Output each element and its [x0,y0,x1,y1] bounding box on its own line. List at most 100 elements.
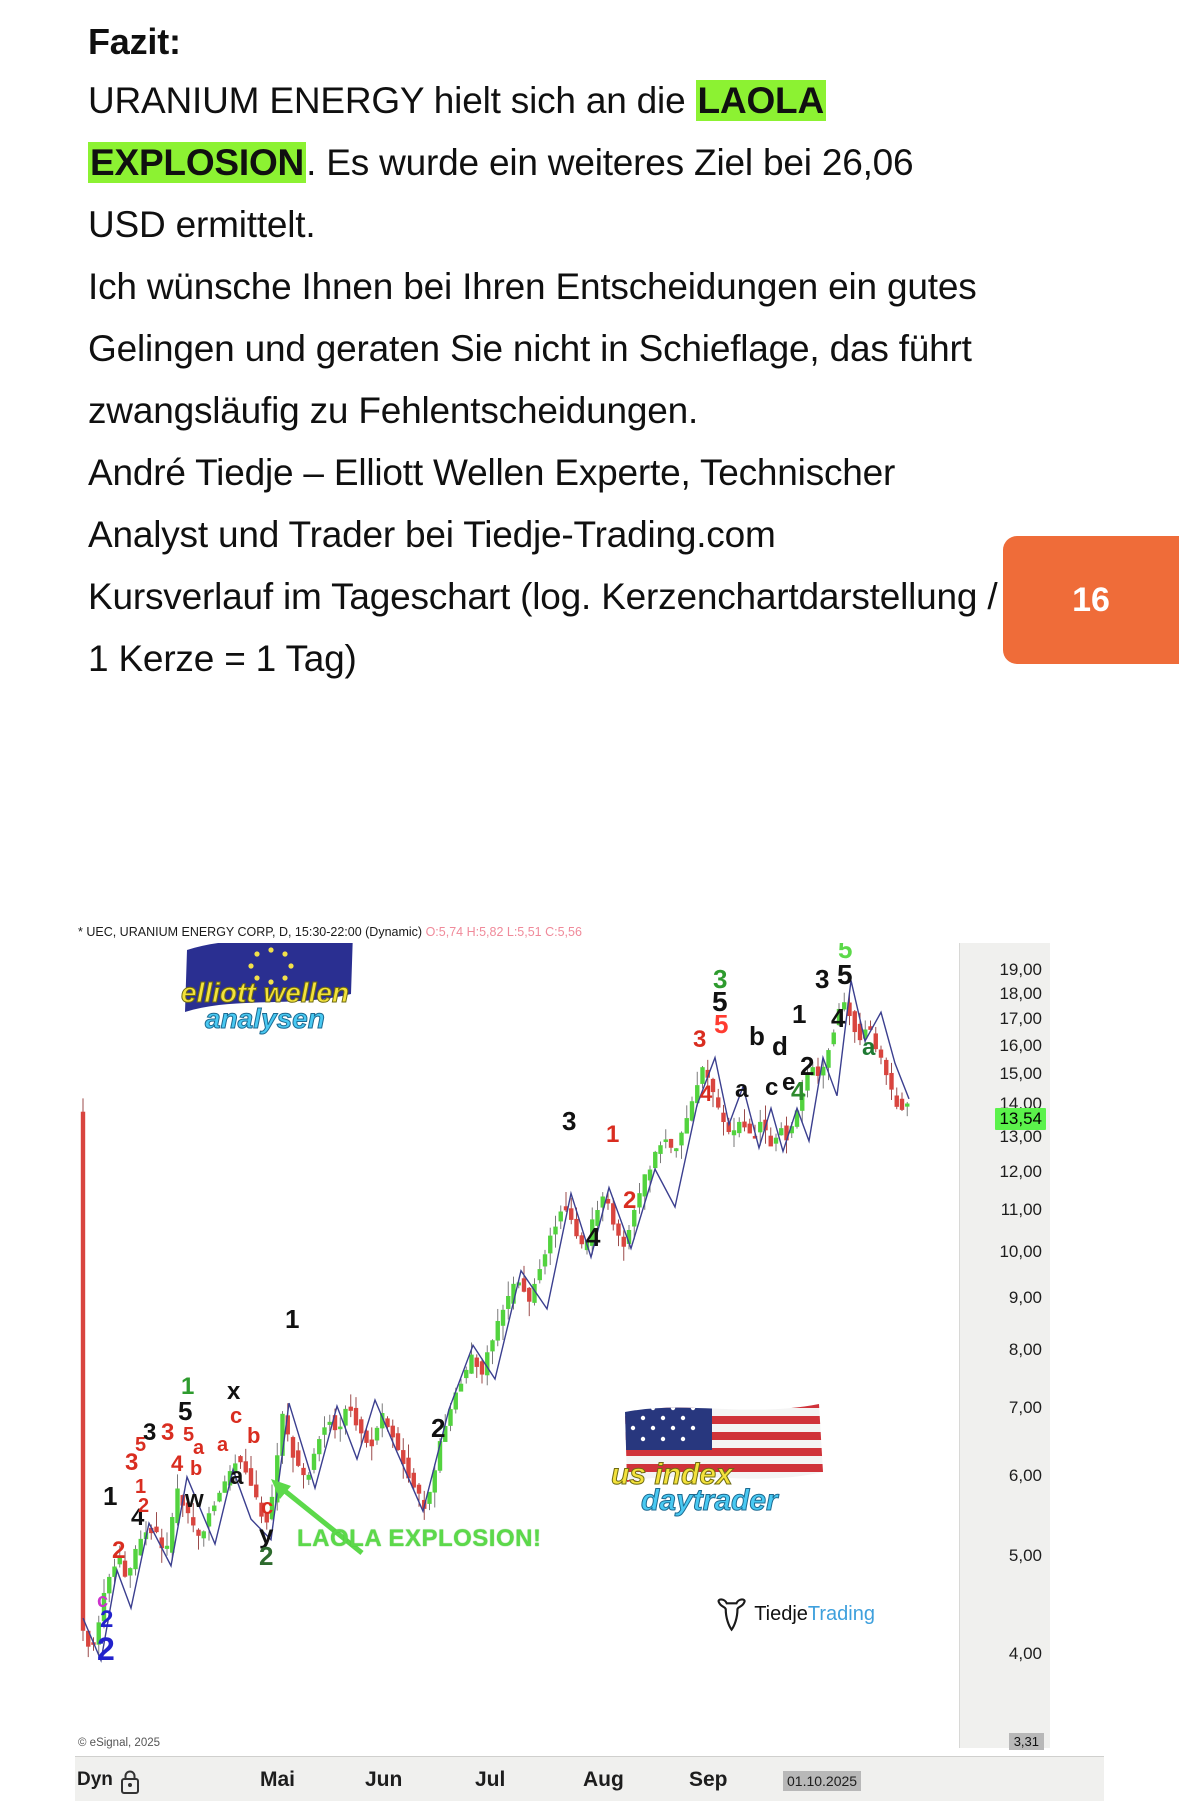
time-tick: Mai [260,1768,296,1791]
time-tick: Jul [475,1768,506,1791]
wave-label: 1 [103,1481,118,1511]
logo-elliott-wellen-analysen: elliott wellen analysen [175,943,365,1038]
wave-label: 4 [171,1451,184,1476]
wave-label: a [193,1437,205,1459]
wave-label: 1 [181,1373,195,1400]
price-axis[interactable]: 19,00 18,00 17,00 16,00 15,00 14,00 13,00 12,00… [959,943,1050,1750]
chart-ohlc-values: O:5,74 H:5,82 L:5,51 C:5,56 [425,925,582,939]
lock-icon[interactable] [119,1769,141,1800]
wave-label: 2 [259,1541,274,1571]
price-tick: 7,00 [1008,1398,1042,1418]
paragraph-conclusion: URANIUM ENERGY hielt sich an die LAOLA E… [0,70,1179,256]
time-axis[interactable]: Dyn Mai Jun Jul Aug Sep 01.10.2025 [75,1756,1104,1801]
price-tick: 13,00 [999,1126,1042,1146]
wave-label: 1 [135,1476,147,1498]
svg-text:daytrader: daytrader [641,1484,780,1517]
wave-label: 3 [815,964,830,994]
tiedje-trading-label: TiedjeTrading [754,1602,875,1625]
wave-label: c [230,1403,243,1428]
wave-label: 2 [97,1631,115,1667]
wave-label: b [749,1021,765,1051]
wave-label: b [190,1458,203,1480]
svg-text:us index: us index [611,1458,734,1491]
wave-label: 5 [714,1009,729,1039]
price-tick: 19,00 [999,960,1042,980]
wave-label: 5 [712,986,728,1017]
page-number-badge: 16 [1003,536,1179,664]
time-tick: Jun [365,1768,403,1791]
page-title: Fazit: [88,21,181,62]
time-tick-current: 01.10.2025 [783,1771,862,1791]
highlight-explosion: EXPLOSION [88,142,307,183]
paragraph-prefix: URANIUM ENERGY hielt sich an die [88,80,696,121]
wave-label: 3 [713,964,728,994]
wave-label: 3 [143,1419,157,1446]
candlestick-svg [80,980,910,1663]
time-tick: Aug [583,1768,624,1791]
paragraph-author: André Tiedje – Elliott Wellen Experte, T… [88,452,896,555]
chart-header: * UEC, URANIUM ENERGY CORP, D, 15:30-22:… [78,925,582,939]
time-tick: Sep [689,1768,728,1791]
wave-label: 2 [138,1495,150,1517]
wave-label: 1 [285,1304,300,1334]
wave-label: a [217,1434,229,1456]
price-tick: 6,00 [1008,1465,1042,1485]
logo-us-index-daytrader: us index daytrader [597,1398,837,1518]
wave-label: 3 [161,1419,175,1446]
wave-label: 5 [838,943,853,964]
wave-label: 3 [125,1449,139,1476]
price-tick: 15,00 [999,1063,1042,1083]
wave-label: 5 [135,1434,147,1456]
wave-label: w [185,1486,204,1513]
price-tick: 4,00 [1008,1643,1042,1663]
paragraph-suffix: . Es wurde ein weiteres Ziel bei 26,06 U… [88,142,914,245]
price-tick: 9,00 [1008,1288,1042,1308]
wave-label: 5 [183,1424,195,1446]
wave-label: a [735,1076,749,1103]
wave-label: 5 [837,959,853,990]
price-chart[interactable]: * UEC, URANIUM ENERGY CORP, D, 15:30-22:… [75,925,1104,1801]
wave-label: 4 [131,1504,145,1531]
price-tick: 10,00 [999,1241,1042,1261]
chart-copyright: © eSignal, 2025 [78,1737,161,1749]
page-number: 16 [1072,580,1110,619]
scale-low-marker: 3,31 [1008,1733,1044,1750]
wave-label: c [765,1074,779,1101]
price-tick: 11,00 [1000,1199,1042,1219]
wave-label: c [261,1494,274,1519]
price-tick: 18,00 [999,983,1042,1003]
wave-label: 5 [178,1396,193,1426]
bull-icon [717,1598,746,1632]
price-tick: 8,00 [1008,1339,1042,1359]
price-tick: 16,00 [999,1035,1042,1055]
svg-text:elliott wellen: elliott wellen [181,977,349,1008]
wave-label: 3 [562,1106,577,1136]
wave-label: 2 [623,1187,637,1214]
wave-label: d [772,1031,788,1061]
highlight-laola: LAOLA [695,80,826,121]
wave-label: 2 [112,1537,126,1564]
wave-label: x [227,1378,241,1405]
wave-label: 4 [700,1081,713,1106]
wave-label: 4 [791,1076,806,1106]
wave-label: 4 [586,1222,601,1252]
article-text-block: Fazit: URANIUM ENERGY hielt sich an die … [0,0,1179,690]
wave-label: c [97,1590,109,1612]
wave-label: e [782,1069,796,1096]
wave-label: 2 [100,1606,114,1633]
price-tick: 5,00 [1008,1545,1042,1565]
wave-label: 2 [431,1413,446,1443]
wave-label: 4 [831,1003,846,1033]
dyn-label[interactable]: Dyn [77,1769,113,1790]
paragraph-chart-caption: Kursverlauf im Tageschart (log. Kerzench… [88,576,998,679]
chart-plot-area[interactable]: elliott wellen analysen [75,943,955,1748]
price-tick: 17,00 [999,1008,1042,1028]
price-tick: 12,00 [999,1161,1042,1181]
svg-text:analysen: analysen [205,1003,325,1034]
wave-label: 2 [800,1051,815,1081]
wave-label: b [247,1423,261,1448]
wave-label: 1 [606,1121,620,1148]
wave-label: a [230,1463,244,1490]
wave-label: a [862,1034,876,1061]
chart-symbol-info: * UEC, URANIUM ENERGY CORP, D, 15:30-22:… [78,925,423,939]
